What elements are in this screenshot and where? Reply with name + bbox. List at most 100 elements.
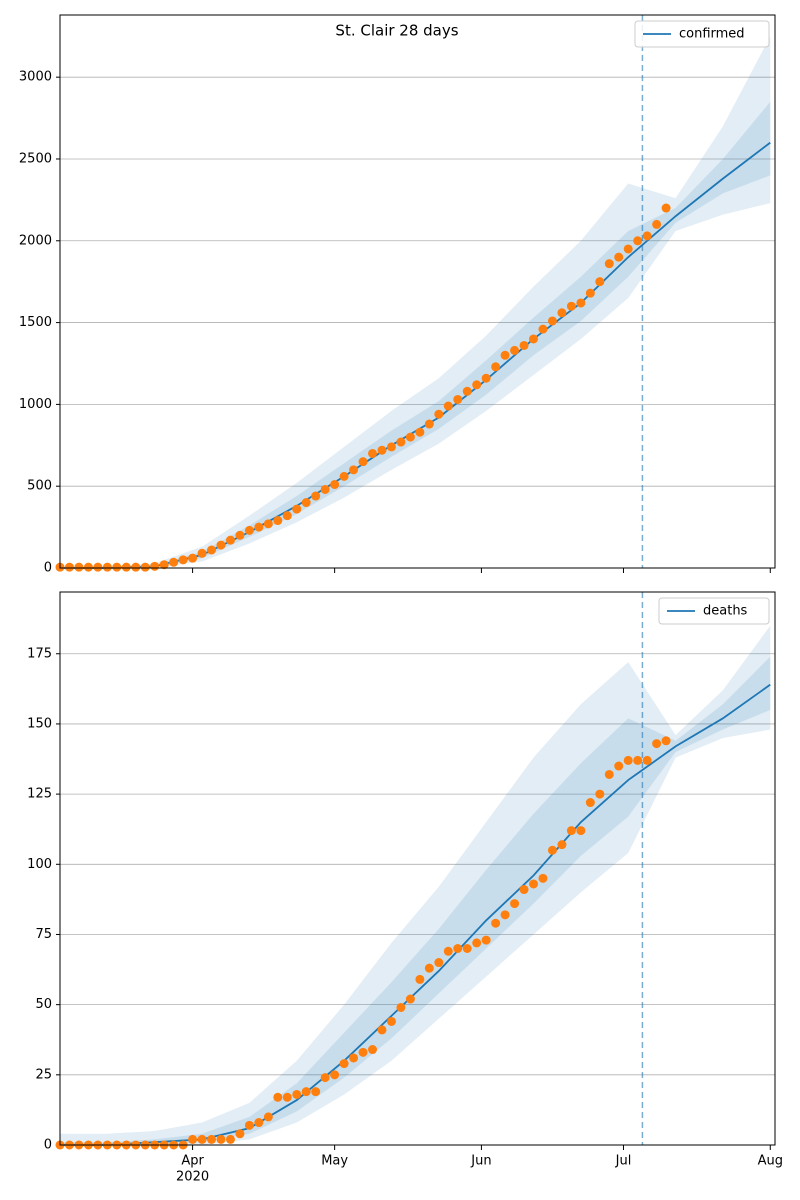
observed-point [576, 826, 586, 836]
observed-point [538, 324, 548, 334]
observed-point [595, 277, 605, 287]
observed-point [83, 562, 93, 572]
observed-point [614, 252, 624, 262]
observed-point [547, 316, 557, 326]
observed-point [178, 555, 188, 565]
observed-point [652, 219, 662, 229]
observed-point [547, 845, 557, 855]
observed-point [235, 530, 245, 540]
observed-point [368, 1045, 378, 1055]
y-tick-label: 0 [44, 561, 52, 576]
observed-point [604, 259, 614, 269]
observed-point [140, 562, 150, 572]
observed-point [652, 739, 662, 749]
observed-point [320, 1073, 330, 1083]
y-tick-label: 1000 [19, 397, 52, 412]
observed-point [519, 885, 529, 895]
plot-frame [59, 14, 776, 569]
observed-point [292, 1089, 302, 1099]
observed-point [263, 1112, 273, 1122]
observed-point [121, 562, 131, 572]
observed-point [386, 1016, 396, 1026]
observed-point [557, 308, 567, 318]
y-tick-label: 25 [35, 1067, 52, 1082]
observed-point [566, 826, 576, 836]
observed-point [500, 350, 510, 360]
observed-point [472, 938, 482, 948]
observed-point [358, 457, 368, 467]
observed-point [415, 427, 425, 437]
uncertainty-band [60, 101, 771, 569]
observed-point [207, 545, 217, 555]
x-tick-label: Aug [758, 1154, 783, 1169]
observed-point [538, 873, 548, 883]
observed-point [273, 1092, 283, 1102]
model-line [60, 683, 771, 1146]
observed-point [244, 525, 254, 535]
observed-point [623, 755, 633, 765]
observed-point [434, 409, 444, 419]
observed-point [282, 1092, 292, 1102]
observed-point [604, 769, 614, 779]
legend: confirmed [634, 20, 770, 48]
observed-point [661, 203, 671, 213]
observed-point [633, 755, 643, 765]
observed-point [377, 1025, 387, 1035]
observed-point [557, 840, 567, 850]
observed-point [415, 974, 425, 984]
observed-point [633, 236, 643, 246]
observed-point [405, 432, 415, 442]
plot-frame [59, 591, 776, 1146]
uncertainty-band [60, 36, 771, 569]
observed-point [500, 910, 510, 920]
y-tick-label: 0 [44, 1138, 52, 1153]
observed-point [472, 380, 482, 390]
legend-label: deaths [703, 604, 748, 619]
observed-point [131, 562, 141, 572]
observed-point [566, 301, 576, 311]
observed-point [197, 1134, 207, 1144]
observed-point [150, 561, 160, 571]
observed-point [623, 244, 633, 254]
x-tick-label: May [321, 1154, 348, 1169]
figure-title: St. Clair 28 days [335, 22, 458, 40]
observed-point [386, 442, 396, 452]
observed-point [244, 1120, 254, 1130]
observed-point [585, 798, 595, 808]
observed-point [396, 1002, 406, 1012]
x-tick-label: Apr [181, 1154, 204, 1169]
observed-point [349, 465, 359, 475]
observed-point [642, 231, 652, 241]
observed-point [93, 562, 103, 572]
observed-point [330, 1070, 340, 1080]
observed-point [510, 345, 520, 355]
observed-point [235, 1129, 245, 1139]
observed-point [102, 562, 112, 572]
observed-point [595, 789, 605, 799]
legend-label: confirmed [679, 27, 745, 42]
observed-point [320, 484, 330, 494]
observed-point [188, 1134, 198, 1144]
observed-point [529, 879, 539, 889]
y-tick-label: 500 [27, 479, 52, 494]
observed-point [358, 1047, 368, 1057]
observed-point [311, 1087, 321, 1097]
observed-point [301, 1087, 311, 1097]
y-tick-label: 2500 [19, 151, 52, 166]
observed-point [453, 944, 463, 954]
observed-point [434, 958, 444, 968]
observed-point [197, 548, 207, 558]
observed-point [614, 761, 624, 771]
observed-point [311, 491, 321, 501]
uncertainty-band [60, 656, 771, 1145]
observed-point [491, 362, 501, 372]
observed-point [225, 1134, 235, 1144]
observed-point [661, 736, 671, 746]
y-tick-label: 50 [35, 997, 52, 1012]
observed-point [462, 944, 472, 954]
observed-point [339, 471, 349, 481]
observed-point [254, 522, 264, 532]
x-tick-year: 2020 [176, 1170, 209, 1185]
y-tick-label: 100 [27, 857, 52, 872]
